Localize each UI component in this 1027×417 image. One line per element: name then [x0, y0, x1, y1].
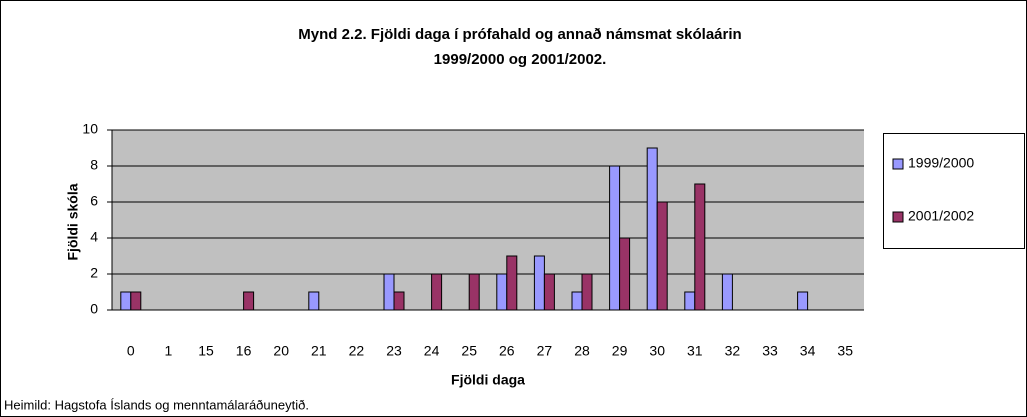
x-tick-label: 23 [386, 343, 402, 359]
bar [609, 165, 621, 311]
bar [619, 237, 631, 311]
chart-title: Mynd 2.2. Fjöldi daga í prófahald og ann… [298, 26, 741, 43]
bar [130, 291, 142, 311]
y-tick-label: 4 [90, 229, 98, 245]
y-tick-label: 10 [82, 121, 98, 137]
legend-label: 2001/2002 [908, 208, 974, 224]
x-tick-label: 25 [461, 343, 477, 359]
legend-swatch [892, 158, 904, 170]
plot-area [112, 130, 864, 310]
bar [694, 183, 706, 311]
legend-label: 1999/2000 [908, 155, 974, 171]
bar [243, 291, 255, 311]
x-tick-label: 0 [127, 343, 135, 359]
x-tick-label: 31 [687, 343, 703, 359]
bar [533, 255, 545, 311]
bar [581, 273, 593, 311]
x-tick-label: 27 [537, 343, 553, 359]
chart-subtitle: 1999/2000 og 2001/2002. [434, 51, 607, 68]
x-tick-label: 20 [273, 343, 289, 359]
x-axis-label: Fjöldi daga [451, 372, 525, 388]
bar [496, 273, 508, 311]
bar [646, 147, 658, 311]
x-tick-label: 28 [574, 343, 590, 359]
bar [308, 291, 320, 311]
legend-swatch [892, 211, 904, 223]
bar [383, 273, 395, 311]
bar [393, 291, 405, 311]
y-tick-label: 6 [90, 193, 98, 209]
bar [684, 291, 696, 311]
x-tick-label: 1 [165, 343, 173, 359]
legend-box [883, 133, 1025, 249]
x-tick-label: 32 [725, 343, 741, 359]
bar [571, 291, 583, 311]
x-tick-label: 16 [236, 343, 252, 359]
y-tick-label: 8 [90, 157, 98, 173]
x-tick-label: 34 [800, 343, 816, 359]
x-tick-label: 26 [499, 343, 515, 359]
bar [721, 273, 733, 311]
bar [656, 201, 668, 311]
bar [468, 273, 480, 311]
y-tick-label: 2 [90, 265, 98, 281]
bar [797, 291, 809, 311]
x-tick-label: 30 [649, 343, 665, 359]
source-note: Heimild: Hagstofa Íslands og menntamálar… [4, 397, 309, 412]
x-tick-label: 15 [198, 343, 214, 359]
x-tick-label: 22 [349, 343, 365, 359]
x-tick-label: 21 [311, 343, 327, 359]
bar [543, 273, 555, 311]
bar [120, 291, 132, 311]
y-axis-label: Fjöldi skóla [65, 183, 81, 260]
x-tick-label: 24 [424, 343, 440, 359]
bar [506, 255, 518, 311]
x-tick-label: 33 [762, 343, 778, 359]
x-tick-label: 29 [612, 343, 628, 359]
y-tick-label: 0 [90, 301, 98, 317]
x-tick-label: 35 [837, 343, 853, 359]
bar [431, 273, 443, 311]
